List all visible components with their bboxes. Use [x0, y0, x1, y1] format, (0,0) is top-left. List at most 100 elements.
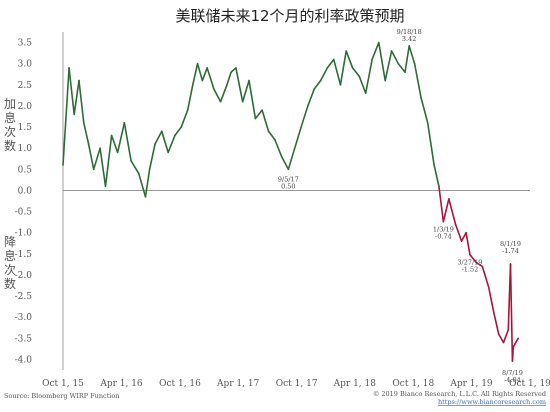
annotation-value: 3.42	[402, 35, 416, 43]
series-segment	[254, 109, 263, 120]
y-tick-label: -1.5	[15, 250, 33, 260]
series-segment	[261, 109, 270, 133]
series-segment	[293, 126, 302, 149]
series-segment	[426, 122, 435, 166]
series-segment	[241, 79, 250, 103]
x-tick-label: Oct 1, 18	[392, 379, 434, 389]
y-tick-label: -3.0	[15, 313, 33, 323]
x-tick-label: Apr 1, 17	[216, 379, 260, 389]
series-segment	[191, 62, 199, 86]
series-segment	[448, 198, 457, 226]
annotation-date: 8/1/19	[500, 240, 521, 248]
series-segment	[99, 147, 107, 188]
series-segment	[62, 67, 70, 166]
series-segment	[509, 263, 514, 362]
series-segment	[378, 41, 387, 82]
series-segment	[130, 160, 140, 175]
y-tick-label: 1.0	[18, 144, 33, 154]
y-tick-label: 0.0	[18, 186, 33, 196]
series-segment	[460, 231, 467, 242]
website-link[interactable]: https://www.biancoresearch.com	[438, 398, 546, 406]
series-segment	[68, 67, 75, 116]
series-segment	[267, 130, 276, 141]
series-segment	[351, 67, 361, 78]
side-label-char: 加	[4, 97, 16, 111]
series-segment	[465, 231, 471, 256]
y-tick-label: 1.5	[18, 123, 33, 133]
x-tick-label: Oct 1, 16	[159, 379, 201, 389]
series-segment	[319, 67, 329, 82]
series-segment	[358, 75, 367, 95]
x-tick-label: Oct 1, 17	[276, 379, 318, 389]
annotation-value: -0.74	[435, 233, 452, 241]
annotation-date: 9/18/18	[397, 28, 422, 36]
y-tick-label: -3.5	[15, 334, 33, 344]
side-label-char: 降	[4, 235, 16, 249]
series-segment	[433, 164, 440, 188]
annotation-date: 9/5/17	[278, 175, 299, 183]
annotation-value: 0.50	[281, 182, 295, 190]
series-segment	[160, 130, 169, 154]
series-segment	[384, 50, 393, 82]
series-segment	[230, 67, 237, 73]
y-tick-label: 3.0	[18, 60, 33, 70]
y-axis: 3.5 3.0 2.5 2.0 1.5 1.0 0.5 0.0 -0.5 -1.0 -1.5 -2.0…	[15, 39, 33, 366]
series-segment	[196, 62, 204, 82]
series-segment	[235, 67, 244, 103]
copyright-note: © 2019 Bianco Research, L.L.C. All Right…	[373, 390, 546, 398]
series-layer	[62, 41, 519, 362]
series-segment	[413, 62, 422, 99]
x-tick-label: Apr 1, 19	[449, 379, 493, 389]
series-segment	[345, 50, 354, 69]
series-segment	[420, 96, 429, 124]
source-note: Source: Bloomberg WIRP Function	[4, 392, 120, 400]
series-segment	[201, 67, 208, 82]
series-segment	[511, 345, 515, 362]
series-segment	[300, 105, 309, 128]
side-label-char: 息	[4, 248, 16, 263]
series-segment	[313, 79, 322, 90]
annotation-value: -1.74	[502, 247, 519, 255]
series-segment	[280, 155, 290, 171]
annotation-date: 1/3/19	[433, 226, 454, 234]
chart-title: 美联储未来12个月的利率政策预期	[175, 7, 404, 25]
side-label-char: 次	[4, 125, 16, 139]
series-segment	[219, 84, 228, 103]
series-segment	[104, 134, 113, 188]
series-segment	[92, 147, 101, 171]
series-segment	[174, 126, 183, 137]
y-tick-label: -4.0	[15, 355, 33, 365]
y-tick-label: 3.5	[18, 39, 33, 49]
y-tick-label: -2.5	[15, 292, 33, 302]
x-tick-label: Apr 1, 16	[99, 379, 143, 389]
series-segment	[469, 253, 477, 264]
series-segment	[404, 45, 410, 73]
y-tick-label: -0.5	[15, 208, 33, 218]
series-segment	[73, 79, 80, 116]
annotation-date: 8/7/19	[502, 369, 523, 377]
side-label-char: 次	[4, 263, 16, 277]
y-tick-label: 0.5	[18, 165, 33, 175]
series-segment	[371, 41, 380, 61]
series-segment	[287, 147, 296, 171]
y-tick-label: 2.0	[18, 102, 33, 112]
side-label-char: 数	[4, 276, 16, 291]
series-segment	[475, 261, 484, 268]
annotation-layer: 9/5/170.509/18/183.421/3/19-0.743/27/19-…	[278, 28, 523, 384]
series-segment	[326, 58, 335, 69]
series-segment	[226, 71, 232, 86]
y-tick-label: -1.0	[15, 229, 33, 239]
series-segment	[442, 198, 450, 223]
series-segment	[339, 50, 348, 86]
x-axis: Oct 1, 15 Apr 1, 16 Oct 1, 16 Apr 1, 17 Oct …	[42, 379, 550, 389]
series-segment	[137, 172, 147, 198]
series-segment	[307, 88, 316, 107]
series-segment	[454, 223, 463, 242]
y-tick-label: 2.5	[18, 81, 33, 91]
series-segment	[248, 79, 257, 120]
series-segment	[364, 58, 373, 95]
series-segment	[148, 143, 156, 171]
